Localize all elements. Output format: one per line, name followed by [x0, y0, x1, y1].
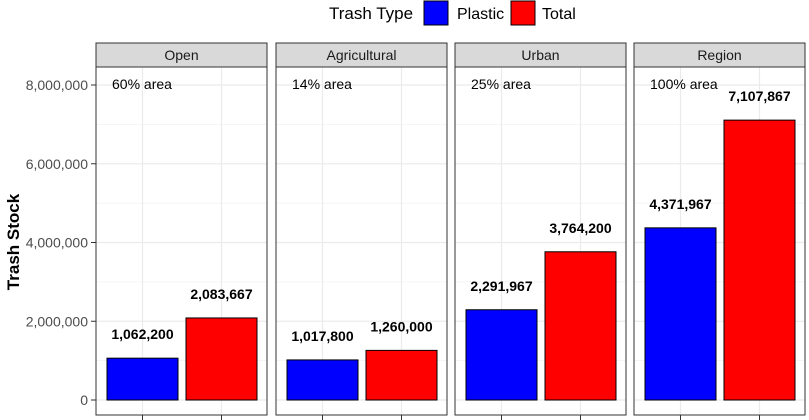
y-tick-label: 2,000,000 [26, 313, 88, 329]
legend-title: Trash Type [329, 4, 413, 23]
panel-border [275, 66, 448, 416]
bar-plastic [644, 227, 717, 401]
facet-panel-agricultural: Agricultural 14% area 1,017,800 1,260,000 [275, 42, 448, 420]
facet-panel-open: Open 60% area 1,062,200 2,083,667 [95, 42, 268, 420]
bar-total [185, 317, 258, 401]
bar-plastic [106, 357, 179, 401]
area-annotation: 25% area [471, 76, 531, 92]
panel-border [633, 66, 806, 416]
data-label-total: 3,764,200 [549, 220, 611, 236]
area-annotation: 100% area [650, 76, 718, 92]
data-label-plastic: 4,371,967 [649, 196, 711, 212]
panel-border [95, 66, 268, 416]
bar-total [365, 349, 438, 401]
area-annotation: 14% area [292, 76, 352, 92]
facet-panel-urban: Urban 25% area 2,291,967 3,764,200 [454, 42, 627, 420]
facet-strip-label: Agricultural [326, 47, 396, 63]
panel-border [454, 66, 627, 416]
facet-panel-region: Region 100% area 4,371,967 7,107,867 [633, 42, 806, 420]
facet-strip-label: Urban [521, 47, 559, 63]
legend: Trash Type Plastic Total [329, 0, 576, 26]
area-annotation: 60% area [112, 76, 172, 92]
data-label-total: 7,107,867 [728, 88, 790, 104]
facet-strip [633, 42, 806, 68]
y-tick-label: 8,000,000 [26, 77, 88, 93]
y-tick-label: 6,000,000 [26, 156, 88, 172]
legend-label-plastic: Plastic [457, 6, 504, 23]
facet-strip [454, 42, 627, 68]
facet-strip-label: Region [697, 47, 741, 63]
facet-strip [95, 42, 268, 68]
bar-plastic [465, 309, 538, 401]
y-axis: 0 2,000,000 4,000,000 6,000,000 8,000,000 [26, 77, 96, 408]
legend-label-total: Total [542, 6, 576, 23]
data-label-total: 1,260,000 [370, 318, 432, 334]
legend-swatch-total [510, 0, 536, 26]
data-label-total: 2,083,667 [190, 286, 252, 302]
legend-swatch-plastic [423, 0, 449, 26]
y-axis-label: Trash Stock [4, 193, 23, 290]
bar-total [723, 119, 796, 401]
facet-strip [275, 42, 448, 68]
data-label-plastic: 1,017,800 [291, 328, 353, 344]
bar-plastic [286, 359, 359, 401]
y-tick-label: 4,000,000 [26, 235, 88, 251]
facet-strip-label: Open [164, 47, 198, 63]
data-label-plastic: 1,062,200 [111, 326, 173, 342]
data-label-plastic: 2,291,967 [470, 278, 532, 294]
facet-panels: Open 60% area 1,062,200 2,083,667 Agricultur… [95, 42, 806, 420]
y-tick-label: 0 [80, 392, 88, 408]
bar-total [544, 251, 617, 401]
